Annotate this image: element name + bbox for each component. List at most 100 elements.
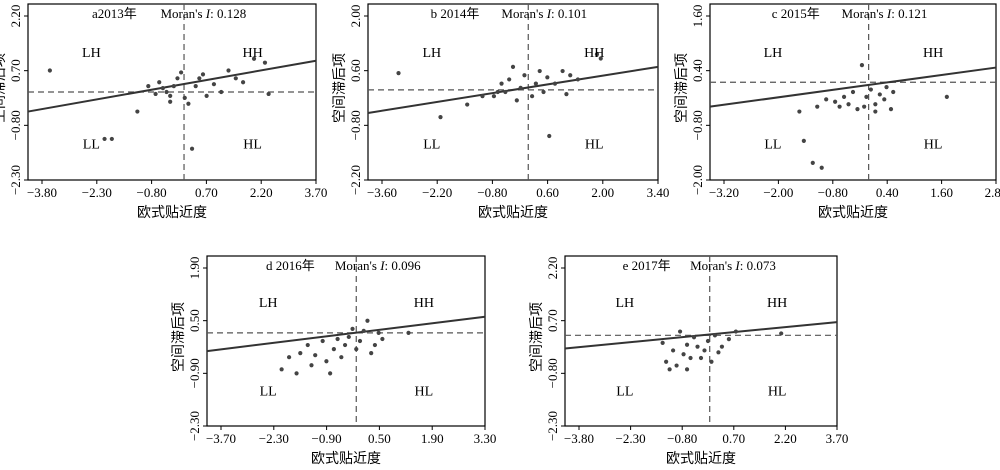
y-tick-label: 0.70	[545, 309, 560, 332]
quadrant-label: HL	[768, 384, 787, 399]
fit-line	[206, 315, 486, 353]
data-point	[667, 367, 672, 372]
x-tick-label: 2.00	[591, 185, 614, 200]
data-point	[491, 94, 497, 99]
x-tick-label: 2.20	[774, 431, 797, 446]
data-point	[873, 109, 878, 114]
scatter-panel: LH HH LL HL a2013年 Moran's I: 0.128 −3.80 −2.30…	[0, 3, 328, 221]
data-point	[186, 101, 191, 106]
data-point	[681, 352, 686, 357]
data-point	[862, 104, 867, 109]
data-point	[324, 359, 329, 364]
data-point	[157, 80, 162, 85]
data-point	[240, 80, 246, 85]
scatter-panel: LH HH LL HL c 2015年 Moran's I: 0.121 −3.20 −2.0…	[674, 3, 1000, 221]
y-axis-label: 空间滞后项	[674, 53, 690, 123]
quadrant-label: HH	[414, 296, 434, 311]
quadrant-label: LH	[82, 46, 101, 61]
morans-i-label: Moran's I: 0.096	[335, 258, 421, 273]
data-point	[153, 91, 158, 97]
data-point	[204, 93, 209, 99]
data-point	[688, 355, 693, 361]
x-axis-label: 欧式贴近度	[666, 451, 736, 467]
data-point	[674, 363, 679, 368]
data-point	[309, 363, 314, 368]
data-point	[560, 68, 565, 74]
data-point	[438, 115, 443, 120]
y-tick-label: −0.80	[545, 358, 560, 388]
data-point	[552, 81, 558, 86]
data-point	[801, 138, 806, 143]
data-point	[262, 60, 268, 65]
data-point	[660, 340, 665, 345]
data-point	[354, 346, 359, 352]
data-point	[884, 85, 889, 90]
x-tick-label: 3.30	[474, 431, 497, 446]
y-tick-label: 0.60	[348, 59, 363, 82]
quadrant-label: LL	[616, 384, 633, 399]
x-axis-label: 欧式贴近度	[478, 205, 548, 221]
y-tick-label: 1.60	[690, 5, 705, 28]
morans-i-label: Moran's I: 0.128	[160, 6, 246, 21]
data-point	[575, 77, 580, 82]
fit-line	[564, 321, 838, 350]
data-point	[339, 355, 344, 360]
x-tick-label: 0.70	[722, 431, 745, 446]
y-tick-label: 2.00	[348, 5, 363, 28]
x-tick-label: 0.40	[876, 185, 899, 200]
x-tick-label: −2.30	[259, 431, 289, 446]
data-point	[837, 104, 842, 109]
x-tick-label: 3.70	[305, 185, 328, 200]
data-point	[873, 102, 878, 107]
data-point	[705, 338, 711, 344]
quadrant-label: HH	[923, 46, 943, 61]
x-tick-label: −3.60	[367, 185, 397, 200]
data-point	[266, 91, 271, 97]
y-tick-label: −2.30	[8, 165, 23, 195]
y-tick-label: 0.50	[187, 309, 202, 332]
data-point	[824, 97, 829, 102]
y-tick-label: −0.80	[8, 110, 23, 140]
x-axis-label: 欧式贴近度	[818, 205, 888, 221]
data-point	[298, 351, 303, 356]
y-axis-label: 空间滞后项	[529, 302, 545, 372]
quadrant-label: LH	[764, 46, 783, 61]
data-point	[346, 334, 351, 340]
data-point	[171, 84, 176, 89]
data-point	[109, 136, 114, 142]
data-point	[361, 328, 366, 333]
data-point	[815, 104, 820, 109]
x-tick-label: −0.80	[137, 185, 167, 200]
data-point	[219, 89, 224, 95]
data-point	[193, 84, 198, 89]
data-point	[328, 371, 333, 376]
scatter-panel: LH HH LL HL e 2017年 Moran's I: 0.073 −3.80 −2.3…	[529, 255, 848, 467]
data-point	[891, 89, 896, 95]
x-tick-label: −2.30	[616, 431, 646, 446]
panel-label: d 2016年	[266, 258, 315, 273]
data-point	[944, 94, 949, 99]
y-tick-label: −2.30	[545, 411, 560, 441]
quadrant-label: HH	[584, 46, 604, 61]
data-point	[146, 84, 151, 89]
data-point	[313, 353, 318, 358]
data-point	[514, 98, 519, 103]
x-tick-label: −0.80	[818, 185, 848, 200]
data-point	[541, 89, 546, 95]
x-tick-label: 2.80	[985, 185, 1000, 200]
data-point	[499, 81, 504, 86]
x-tick-label: 1.60	[930, 185, 953, 200]
x-tick-label: 0.50	[368, 431, 391, 446]
x-tick-label: −0.80	[477, 185, 507, 200]
data-point	[251, 56, 257, 61]
morans-i-label: Moran's I: 0.073	[690, 258, 776, 273]
quadrant-label: HL	[415, 384, 434, 399]
x-tick-label: 3.40	[647, 185, 670, 200]
data-point	[406, 330, 411, 336]
data-point	[522, 73, 527, 78]
data-point	[594, 52, 600, 57]
data-point	[47, 68, 52, 73]
x-tick-label: −2.20	[422, 185, 452, 200]
data-point	[716, 350, 721, 355]
data-point	[671, 348, 676, 353]
